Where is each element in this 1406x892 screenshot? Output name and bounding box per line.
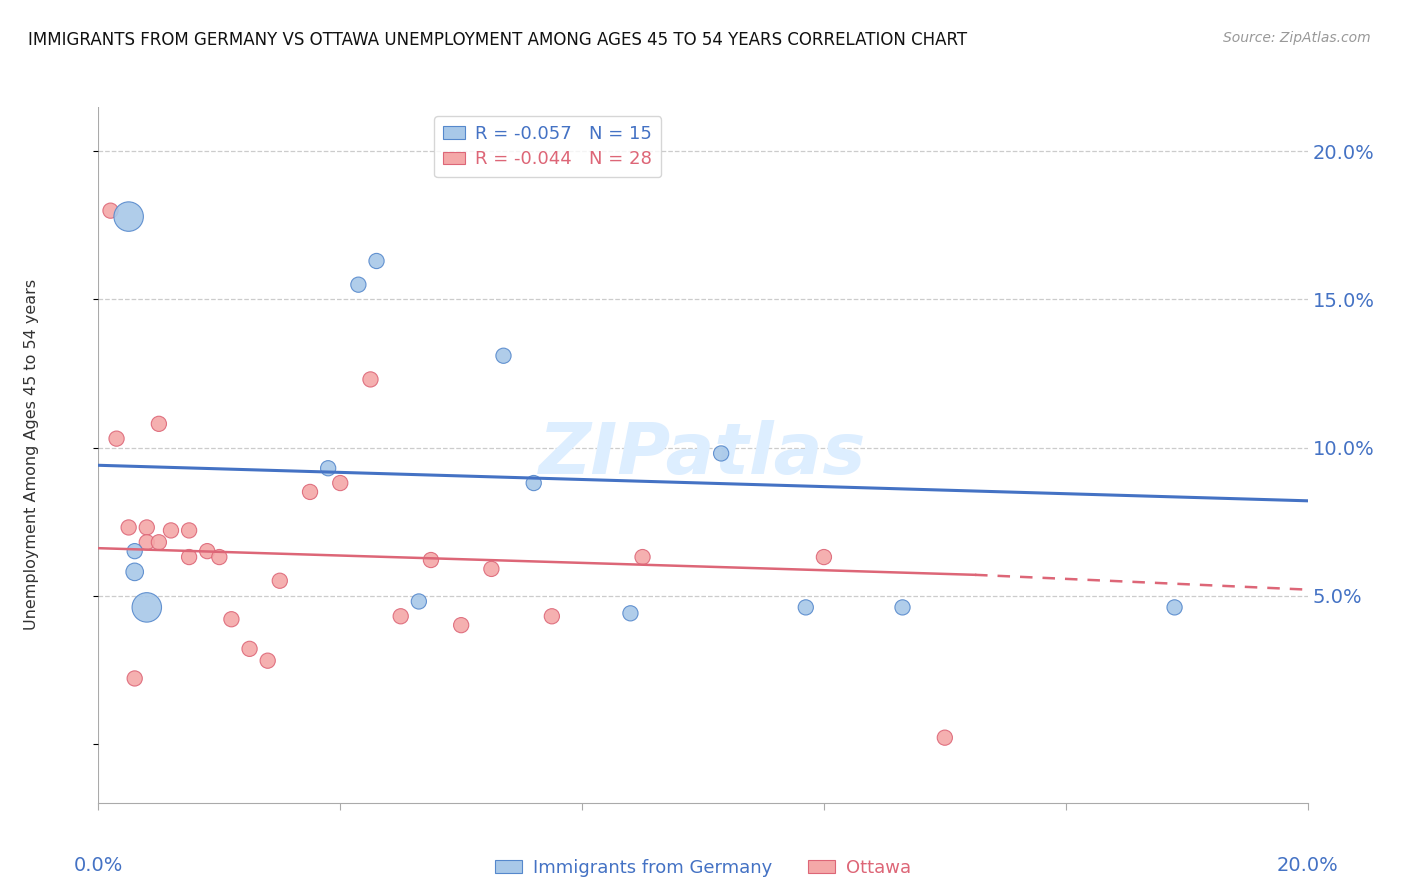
Point xyxy=(269,574,291,588)
Point xyxy=(450,618,472,632)
Point xyxy=(208,550,231,565)
Text: IMMIGRANTS FROM GERMANY VS OTTAWA UNEMPLOYMENT AMONG AGES 45 TO 54 YEARS CORRELA: IMMIGRANTS FROM GERMANY VS OTTAWA UNEMPL… xyxy=(28,31,967,49)
Point xyxy=(239,641,262,656)
Point xyxy=(710,446,733,460)
Point xyxy=(540,609,562,624)
Point xyxy=(891,600,914,615)
Point xyxy=(420,553,443,567)
Point xyxy=(347,277,370,292)
Text: 20.0%: 20.0% xyxy=(1277,856,1339,875)
Legend: Immigrants from Germany, Ottawa: Immigrants from Germany, Ottawa xyxy=(488,852,918,884)
Text: Source: ZipAtlas.com: Source: ZipAtlas.com xyxy=(1223,31,1371,45)
Point xyxy=(195,544,218,558)
Point xyxy=(1163,600,1185,615)
Point xyxy=(124,565,146,579)
Point xyxy=(118,210,141,224)
Point xyxy=(523,476,546,491)
Point xyxy=(179,550,201,565)
Point xyxy=(105,432,128,446)
Text: ZIPatlas: ZIPatlas xyxy=(540,420,866,490)
Point xyxy=(299,484,322,499)
Point xyxy=(135,520,157,534)
Point xyxy=(813,550,835,565)
Point xyxy=(794,600,817,615)
Point xyxy=(124,672,146,686)
Point xyxy=(360,372,382,386)
Point xyxy=(135,535,157,549)
Point xyxy=(619,607,641,621)
Point xyxy=(179,524,201,538)
Point xyxy=(408,594,430,608)
Point xyxy=(492,349,515,363)
Point xyxy=(160,524,183,538)
Point xyxy=(148,417,170,431)
Text: 0.0%: 0.0% xyxy=(73,856,124,875)
Point xyxy=(256,654,278,668)
Point xyxy=(934,731,956,745)
Point xyxy=(631,550,654,565)
Point xyxy=(124,544,146,558)
Point xyxy=(329,476,352,491)
Point xyxy=(135,600,157,615)
Point xyxy=(221,612,243,626)
Point xyxy=(481,562,503,576)
Point xyxy=(316,461,339,475)
Point xyxy=(100,203,122,218)
Point xyxy=(366,254,388,268)
Point xyxy=(118,520,141,534)
Point xyxy=(148,535,170,549)
Text: Unemployment Among Ages 45 to 54 years: Unemployment Among Ages 45 to 54 years xyxy=(24,279,39,631)
Point xyxy=(389,609,412,624)
